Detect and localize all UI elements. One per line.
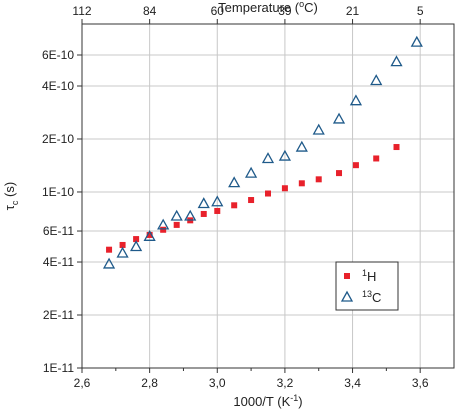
y-tick-label: 6E-10 — [42, 48, 74, 62]
data-point-1h — [248, 197, 255, 204]
legend-box — [335, 261, 399, 311]
top-tick-label: 5 — [417, 4, 424, 18]
data-point-13c — [130, 240, 143, 252]
data-point-1h — [336, 170, 343, 177]
x-tick-label: 3,2 — [277, 376, 294, 390]
data-point-1h — [315, 176, 322, 183]
data-point-1h — [119, 241, 126, 248]
y-axis-title: τc (s) — [2, 182, 20, 210]
legend-marker-square — [344, 273, 350, 279]
y-tick-label: 4E-11 — [43, 255, 74, 269]
data-point-13c — [390, 55, 403, 67]
legend: 1H 13C — [335, 261, 399, 311]
x-axis-title: 1000/T (K-1) — [233, 393, 302, 409]
data-point-1h — [231, 202, 238, 209]
top-tick-label: 112 — [72, 4, 91, 18]
data-point-13c — [170, 209, 183, 221]
legend-label-1h: 1H — [362, 268, 376, 284]
data-point-13c — [143, 229, 156, 241]
y-tick-label: 1E-10 — [42, 185, 74, 199]
data-point-13c — [295, 140, 308, 152]
legend-entry-13c: 13C — [340, 289, 381, 305]
y-tick-label: 1E-11 — [43, 361, 74, 375]
top-tick-label: 39 — [278, 4, 292, 18]
data-point-1h — [298, 180, 305, 187]
legend-marker-triangle — [340, 290, 354, 302]
data-point-13c — [312, 123, 325, 135]
x-tick-label: 3,0 — [209, 376, 226, 390]
data-point-13c — [102, 257, 116, 269]
data-point-13c — [370, 74, 383, 86]
top-tick-label: 21 — [346, 4, 360, 18]
data-point-13c — [261, 152, 275, 164]
top-tick-label: 60 — [211, 4, 225, 18]
data-point-13c — [116, 246, 129, 258]
x-tick-label: 2,6 — [74, 376, 91, 390]
data-point-1h — [146, 231, 153, 238]
data-point-1h — [133, 236, 140, 243]
data-point-13c — [228, 176, 241, 188]
data-point-1h — [173, 221, 180, 228]
data-point-13c — [157, 218, 170, 230]
plot-frame — [81, 23, 455, 369]
y-tick-label: 2E-10 — [42, 132, 74, 146]
y-tick-label: 4E-10 — [42, 79, 74, 93]
data-point-13c — [197, 197, 210, 209]
data-point-1h — [160, 226, 167, 233]
data-point-13c — [244, 166, 258, 178]
data-point-13c — [184, 209, 197, 221]
x-tick-label: 2,8 — [141, 376, 158, 390]
y-tick-label: 2E-11 — [43, 308, 74, 322]
x-tick-label: 3,6 — [412, 376, 429, 390]
data-point-1h — [352, 162, 359, 169]
data-point-1h — [281, 185, 288, 192]
top-axis-title: Temperature (oC) — [218, 0, 318, 15]
top-tick-label: 84 — [143, 4, 157, 18]
x-tick-label: 3,4 — [344, 376, 361, 390]
data-point-13c — [278, 149, 292, 161]
data-point-1h — [106, 246, 113, 253]
data-point-13c — [211, 195, 224, 207]
data-point-1h — [214, 207, 221, 214]
legend-label-13c: 13C — [362, 289, 381, 305]
ticks: 2,6 2,8 3,0 3,2 3,4 3,6 1E-11 2E-11 4E-11 6E-11 1E… — [42, 4, 429, 390]
data-point-13c — [410, 35, 423, 47]
y-tick-label: 6E-11 — [43, 224, 74, 238]
data-point-1h — [393, 144, 400, 151]
data-point-1h — [200, 210, 207, 217]
data-point-13c — [349, 94, 363, 106]
legend-entry-1h: 1H — [344, 268, 376, 284]
data-point-13c — [332, 112, 346, 124]
data-point-1h — [373, 155, 380, 162]
data-markers — [102, 35, 423, 269]
data-point-1h — [265, 190, 271, 197]
grid-lines — [81, 24, 454, 369]
